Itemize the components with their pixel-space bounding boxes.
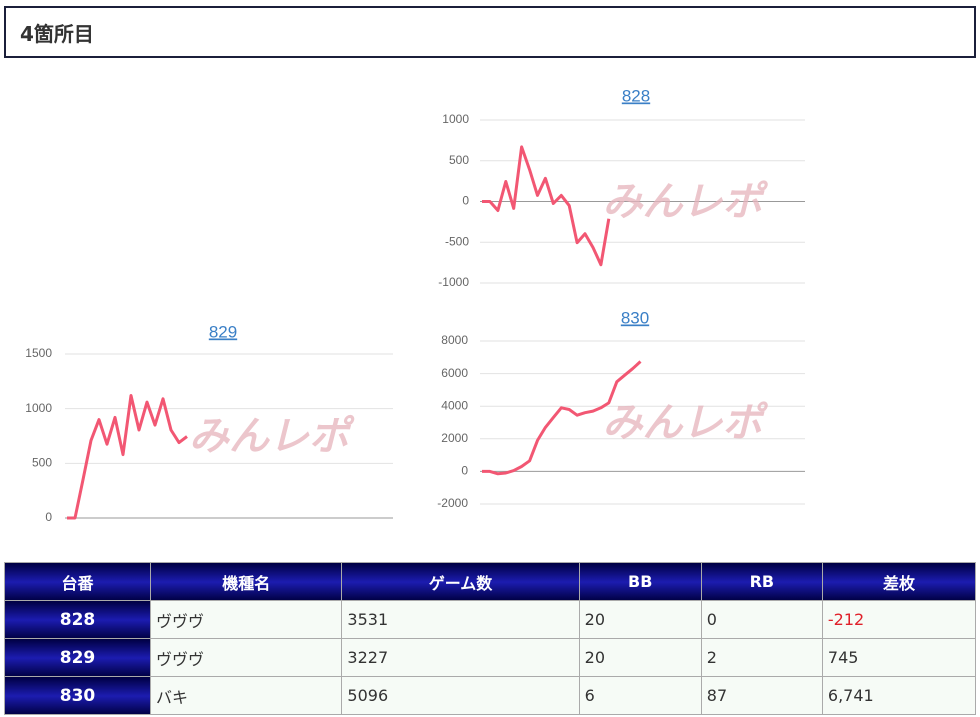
y-tick-label: 1000 [442,112,469,126]
y-tick-label: 500 [449,153,469,167]
table-cell: 3227 [341,638,580,677]
charts: -1000 -500 0 500 1000 みんレポ 828 0 500 1000 1500 みんレポ… [25,86,805,524]
y-tick-label: 500 [32,456,52,470]
column-header: 差枚 [821,562,977,601]
table-cell: ヴヴヴ [149,600,343,639]
column-header: 台番 [4,562,151,601]
watermark: みんレポ [603,180,769,224]
table-body: 828 ヴヴヴ 3531 20 0 -212 829 ヴヴヴ 3227 20 2 745 830 バキ 50… [4,600,977,715]
chart-title-link[interactable]: 830 [621,308,649,327]
table-cell: 5096 [341,676,580,715]
table-cell: 20 [578,600,702,639]
y-tick-label: 8000 [441,333,468,347]
y-tick-label: 0 [45,510,52,524]
y-tick-label: 0 [462,194,469,208]
table-cell: バキ [149,676,343,715]
y-tick-label: -500 [445,234,469,248]
header-title: 4箇所目 [20,22,94,46]
chart-title-link[interactable]: 829 [209,322,237,341]
table-cell: 6,741 [821,676,977,715]
table-cell: 87 [700,676,823,715]
watermark: みんレポ [189,415,355,459]
y-tick-label: -1000 [438,275,469,289]
y-tick-label: 4000 [441,398,468,412]
y-tick-label: 6000 [441,366,468,380]
column-header: RB [700,562,823,601]
machine-number: 828 [4,600,151,639]
y-tick-label: 1500 [25,346,52,360]
y-tick-label: 0 [461,464,468,478]
data-line [482,360,642,476]
watermark: みんレポ [603,401,769,445]
y-tick-label: 2000 [441,431,468,445]
y-tick-label: 1000 [25,401,52,415]
table-cell: 2 [700,638,823,677]
header: 4箇所目 [4,6,976,58]
data-line [482,145,611,267]
table-header: 台番 機種名 ゲーム数 BB RB 差枚 [4,562,977,601]
result-table: 台番 機種名 ゲーム数 BB RB 差枚 828 ヴヴヴ 3531 20 0 -212 829 ヴヴヴ 3… [4,562,977,715]
table-row: 829 ヴヴヴ 3227 20 2 745 [4,638,977,677]
table-cell: 20 [578,638,702,677]
table-row: 830 バキ 5096 6 87 6,741 [4,676,977,715]
y-tick-label: -2000 [437,496,468,510]
table-cell: -212 [821,600,977,639]
data-line [67,394,188,520]
table-cell: 6 [578,676,702,715]
table-row: 828 ヴヴヴ 3531 20 0 -212 [4,600,977,639]
table-cell: 745 [821,638,977,677]
table-cell: ヴヴヴ [149,638,343,677]
column-header: BB [578,562,702,601]
machine-number: 830 [4,676,151,715]
chart-title-link[interactable]: 828 [622,86,650,105]
table-cell: 3531 [341,600,580,639]
column-header: ゲーム数 [341,562,580,601]
machine-number: 829 [4,638,151,677]
table-cell: 0 [700,600,823,639]
column-header: 機種名 [149,562,343,601]
